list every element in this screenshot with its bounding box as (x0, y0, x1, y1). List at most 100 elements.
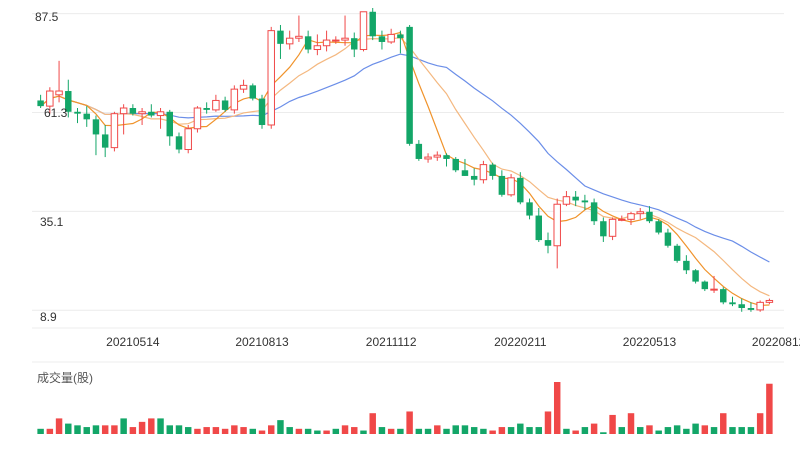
candle (295, 15, 303, 42)
volume-bar (55, 418, 63, 434)
volume-bar (369, 413, 376, 434)
volume-bar (341, 425, 349, 434)
candle-body (221, 100, 229, 110)
candle (406, 24, 413, 146)
volume-bar (295, 428, 303, 434)
candle (322, 30, 331, 52)
volume-bar (655, 430, 662, 434)
candle-body (387, 33, 395, 43)
candle-body (720, 289, 727, 303)
candle (581, 194, 589, 210)
candle (433, 151, 442, 161)
candle (230, 85, 239, 114)
volume-bar (101, 425, 109, 434)
candle (461, 158, 469, 176)
volume-bar (720, 413, 727, 434)
volume-bar (572, 430, 579, 434)
candle-body (756, 301, 764, 311)
volume-bar (535, 427, 542, 434)
candle-body (203, 108, 210, 110)
volume-bar (415, 428, 423, 434)
candle (618, 215, 626, 222)
volume-bar (424, 428, 432, 434)
candle-body (765, 299, 774, 303)
volume-bars (37, 382, 773, 434)
candle-body (249, 85, 257, 99)
candle (608, 217, 617, 241)
volume-bar (175, 425, 183, 434)
volume-bar (544, 411, 552, 434)
candle (148, 104, 155, 118)
candle (590, 198, 598, 225)
candle (369, 8, 376, 41)
candle-body (443, 155, 450, 159)
candle (184, 124, 192, 154)
candle (600, 217, 607, 242)
volume-bar (378, 427, 386, 434)
candle (489, 162, 496, 180)
candle (765, 298, 774, 305)
volume-bar (65, 423, 72, 434)
candle-body (74, 111, 81, 114)
candle (156, 108, 165, 129)
candle-body (655, 221, 662, 233)
candle (517, 172, 524, 205)
volume-bar (692, 423, 699, 434)
candle (627, 211, 635, 225)
candle-body (498, 175, 506, 195)
candle-body (166, 111, 173, 137)
price-tick-label: 87.5 (35, 10, 59, 24)
candle-body (359, 11, 368, 51)
candle-body (618, 218, 626, 221)
candle-body (627, 213, 635, 220)
volume-bar (314, 430, 321, 434)
price-tick-label: 35.1 (40, 215, 64, 229)
candle (443, 153, 450, 167)
candle (332, 36, 340, 44)
candle-body (322, 39, 331, 47)
volume-bar (498, 427, 506, 434)
candle (258, 94, 266, 129)
candle (92, 115, 100, 156)
volume-bar (212, 427, 220, 434)
candlestick-series (37, 8, 774, 312)
candle (747, 302, 755, 312)
volume-bar (443, 428, 450, 434)
candle-body (747, 308, 755, 310)
candle-body (156, 111, 165, 117)
candle-body (65, 91, 72, 112)
volume-bar (240, 427, 247, 434)
candle (683, 255, 690, 275)
candle-body (378, 36, 386, 42)
candle-body (507, 177, 515, 196)
candle (526, 198, 533, 220)
volume-bar (92, 425, 100, 434)
candle (83, 106, 90, 127)
volume-bar (83, 427, 90, 434)
volume-bar (194, 428, 201, 434)
candle-body (184, 128, 192, 151)
volume-bar (286, 427, 293, 434)
candle (193, 106, 202, 133)
candle (110, 111, 119, 152)
candle (277, 24, 284, 59)
candle (359, 11, 368, 52)
candle-body (304, 36, 312, 50)
candle-body (461, 170, 469, 176)
volume-bar (166, 425, 173, 434)
candle (351, 32, 358, 58)
volume-bar (120, 418, 127, 434)
candle-body (37, 100, 44, 107)
volume-bar (332, 428, 340, 434)
candle (46, 87, 54, 114)
volume-bar (664, 427, 672, 434)
candle (673, 243, 681, 263)
candle (74, 108, 81, 124)
candle-body (581, 200, 589, 203)
volume-bar (351, 427, 358, 434)
volume-bar (590, 423, 598, 434)
candle (729, 296, 736, 307)
volume-bar (157, 418, 164, 434)
ma10-line (40, 36, 770, 297)
candle-body (553, 203, 561, 247)
